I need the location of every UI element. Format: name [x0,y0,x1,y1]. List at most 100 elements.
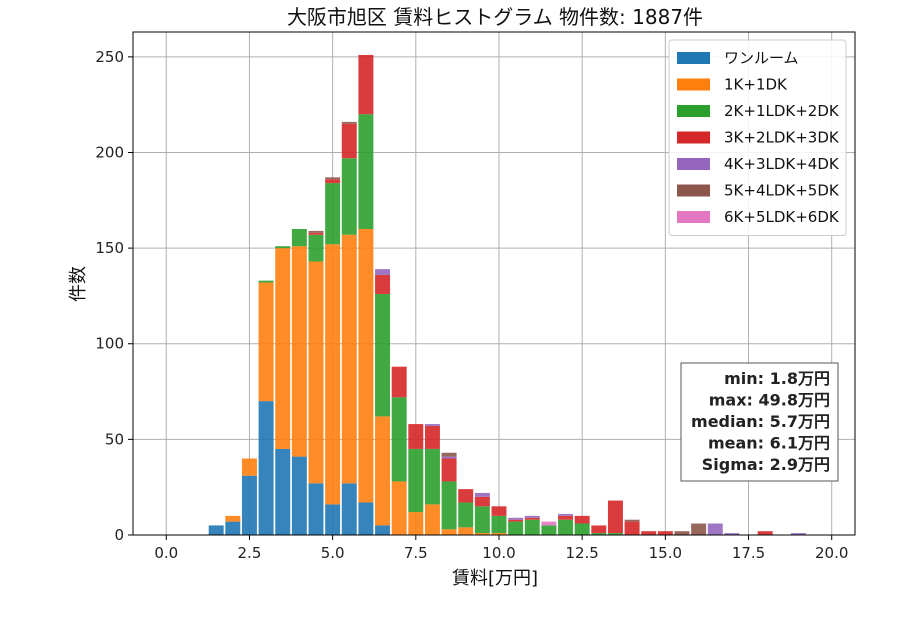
chart-title: 大阪市旭区 賃料ヒストグラム 物件数: 1887件 [287,5,703,29]
bar-segment [258,282,274,402]
x-tick-label: 17.5 [732,544,765,562]
bar-segment [424,425,440,449]
bar-segment [541,525,557,535]
bar-segment [591,525,607,534]
bar-segment [491,533,507,535]
bar-segment [341,121,357,124]
legend-swatch [677,211,710,223]
bar-segment [508,517,524,520]
bar-segment [341,234,357,484]
y-axis-label: 件数 [68,266,89,302]
bar-segment [441,458,457,482]
bar-segment [275,448,291,535]
bar-segment [424,504,440,535]
bar-segment [558,519,574,535]
bar-segment [674,531,690,535]
stats-box: min: 1.8万円 max: 49.8万円 median: 5.7万円 mean: … [680,362,839,482]
bar-segment [524,519,540,535]
bar-segment [524,517,540,520]
bar-segment [275,246,291,249]
bar-segment [474,496,490,507]
bar-segment [341,158,357,235]
bar-segment [757,531,773,535]
bar-segment [291,246,307,457]
bar-segment [574,523,590,535]
stats-line: Sigma: 2.9万円 [702,455,830,474]
bar-segment [607,500,623,534]
legend-label: 6K+5LDK+6DK [724,208,840,226]
bar-segment [508,521,524,535]
bar-segment [308,232,324,235]
bar-segment [258,401,274,535]
bar-segment [657,531,673,535]
bar-segment [341,483,357,535]
bar-segment [325,177,341,180]
bar-segment [441,452,457,457]
bar-segment [408,448,424,513]
legend-label: 3K+2LDK+3DK [724,129,840,147]
legend-box [668,39,847,236]
bar-segment [391,481,407,535]
plot-frame [132,31,856,536]
bar-segment [441,481,457,530]
bar-segment [624,521,640,535]
bar-segment [424,448,440,505]
bars [208,54,806,535]
bar-segment [474,533,490,535]
bar-segment [424,424,440,426]
bar-segment [408,424,424,449]
bar-segment [375,416,391,526]
legend-label: ワンルーム [724,49,799,67]
bar-segment [458,527,474,535]
bar-segment [558,513,574,516]
bar-segment [607,533,623,535]
y-tick-label: 0 [114,526,124,544]
legend-label: 5K+4LDK+5DK [724,182,840,200]
x-tick-label: 5.0 [321,544,345,562]
bar-segment [574,515,590,524]
bar-segment [241,475,257,535]
y-axis-ticks: 0 50 100 150 200 250 [95,48,133,544]
bar-segment [358,54,374,115]
bar-segment [325,504,341,535]
bar-segment [491,515,507,534]
legend-swatch [677,52,710,64]
bar-segment [241,458,257,476]
y-tick-label: 200 [95,143,124,161]
bar-segment [624,519,640,522]
legend-swatch [677,158,710,170]
bar-segment [375,274,391,295]
bar-segment [308,234,324,262]
x-axis-label: 賃料[万円] [452,568,538,589]
x-axis-ticks: 0.0 2.5 5.0 7.5 10.0 12.5 15.0 17.5 20.0 [154,535,848,562]
y-tick-label: 100 [95,335,124,353]
bar-segment [341,123,357,159]
bar-segment [691,523,707,535]
x-tick-label: 0.0 [154,544,178,562]
x-tick-label: 2.5 [238,544,262,562]
legend-swatch [677,131,710,144]
bar-segment [308,261,324,484]
y-tick-label: 250 [95,48,124,66]
bar-segment [541,521,557,526]
bar-segment [391,397,407,482]
legend-label: 1K+1DK [724,76,788,94]
y-tick-label: 150 [95,239,124,257]
bar-segment [408,512,424,535]
x-tick-label: 12.5 [565,544,598,562]
bar-segment [790,533,806,535]
bar-segment [508,519,524,522]
bar-segment [375,525,391,535]
x-tick-label: 7.5 [404,544,428,562]
bar-segment [458,502,474,528]
bar-segment [641,531,657,535]
bar-segment [308,230,324,233]
bar-segment [225,521,241,535]
bar-segment [308,483,324,535]
bar-segment [558,515,574,520]
y-tick-label: 50 [105,430,124,448]
bar-segment [291,228,307,247]
x-tick-label: 15.0 [649,544,682,562]
bar-segment [291,456,307,535]
